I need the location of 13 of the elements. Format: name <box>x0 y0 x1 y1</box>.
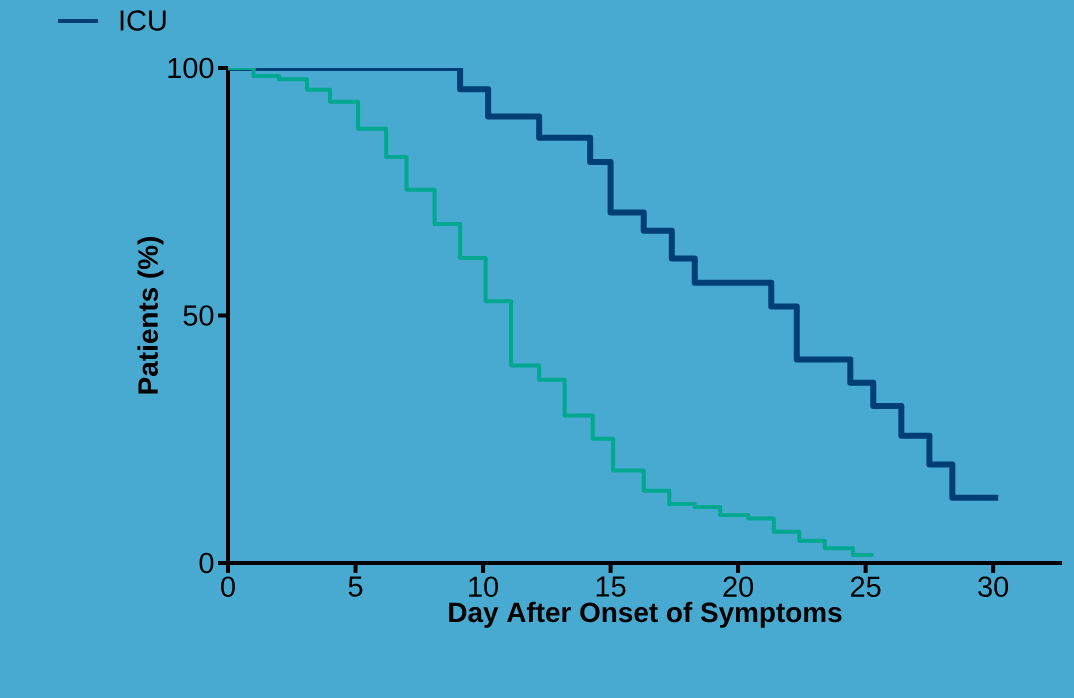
x-tick-label: 30 <box>978 576 1009 597</box>
y-axis-title: Patients (%) <box>137 237 164 394</box>
legend-label: ICU <box>120 10 166 31</box>
y-tick-label: 100 <box>168 57 214 79</box>
x-tick-label: 15 <box>596 576 626 597</box>
x-tick-label: 5 <box>348 576 363 597</box>
x-tick-label: 20 <box>723 576 754 597</box>
y-tick-label: 0 <box>199 552 214 574</box>
x-axis-title: Day After Onset of Symptoms <box>449 601 842 628</box>
x-tick-label: 0 <box>221 576 235 597</box>
y-tick-label: 50 <box>183 305 214 326</box>
x-tick-label: 25 <box>851 576 881 597</box>
x-tick-label: 10 <box>469 576 498 597</box>
